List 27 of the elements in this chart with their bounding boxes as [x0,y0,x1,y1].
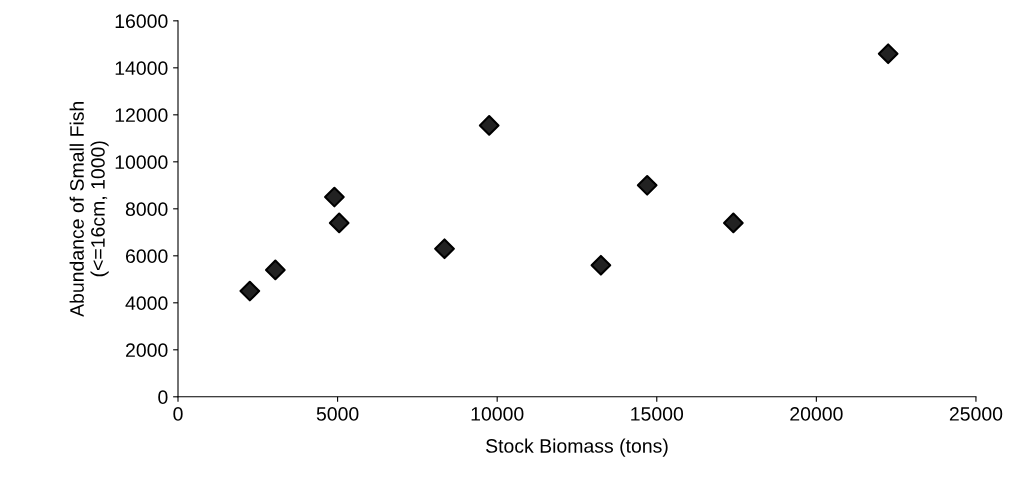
point [590,254,612,276]
x-tick-label: 5000 [316,407,359,421]
point [328,212,350,234]
x-tick-label: 25000 [949,407,1003,421]
y-tick-label: 8000 [125,202,168,217]
point [636,174,658,196]
y-tick-label: 6000 [126,249,168,264]
y-tick-label: 10000 [115,155,168,170]
y-tick-label: 4000 [125,296,168,311]
point [723,212,744,234]
x-tick-label: 20000 [790,407,843,421]
point [239,280,261,302]
y-tick-label: 14000 [115,61,168,76]
x-tick-label: 15000 [631,407,684,421]
point [877,43,899,65]
point [478,115,500,136]
point [324,186,345,208]
y-tick-label: 2000 [126,343,168,358]
y-axis-title: Abundance of Small Fish (<=16cm, 1000) [69,101,109,317]
x-tick-label: 0 [173,407,183,421]
y-tick-label: 12000 [115,108,168,123]
y-tick-label: 16000 [115,14,168,29]
x-tick-label: 10000 [471,407,524,421]
point [434,238,455,260]
point [264,259,286,281]
x-axis-title: Stock Biomass (tons) [486,438,668,457]
y-tick-label: 0 [158,390,168,405]
